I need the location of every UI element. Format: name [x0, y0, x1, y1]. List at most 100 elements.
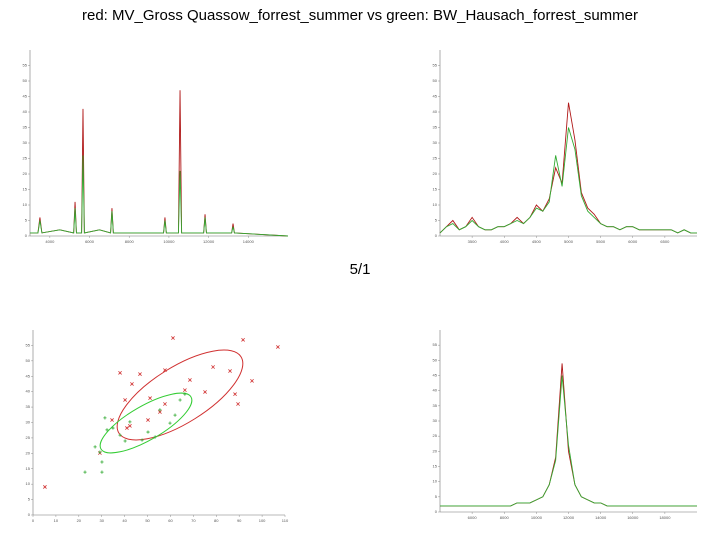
scatter-point [146, 418, 150, 422]
scatter-point [153, 435, 157, 439]
y-tick-label: 50 [23, 78, 28, 83]
y-tick-label: 5 [25, 218, 28, 223]
y-tick-label: 45 [26, 373, 31, 378]
y-tick-label: 5 [435, 218, 438, 223]
y-tick-label: 45 [23, 94, 28, 99]
y-tick-label: 25 [433, 433, 438, 438]
y-tick-label: 0 [28, 512, 31, 517]
y-tick-label: 20 [433, 448, 438, 453]
y-tick-label: 55 [23, 63, 28, 68]
scatter-point [83, 470, 87, 474]
y-tick-label: 35 [26, 404, 31, 409]
y-tick-label: 45 [433, 373, 438, 378]
x-tick-label: 14000 [595, 515, 607, 520]
scatter-point [163, 402, 167, 406]
x-tick-label: 6000 [85, 239, 95, 244]
scatter-point [128, 424, 132, 428]
y-tick-label: 20 [433, 171, 438, 176]
scatter-point [138, 372, 142, 376]
scatter-point [111, 426, 115, 430]
scatter-point [100, 470, 104, 474]
spectrum-line [30, 90, 289, 237]
scatter-point [183, 392, 187, 396]
scatter-point [93, 445, 97, 449]
x-tick-label: 4500 [532, 239, 542, 244]
scatter-point [123, 398, 127, 402]
y-tick-label: 20 [23, 171, 28, 176]
green-ellipse [99, 392, 193, 454]
scatter-point [203, 390, 207, 394]
scatter-point [173, 413, 177, 417]
red-ellipse [116, 349, 244, 441]
y-tick-label: 15 [23, 187, 28, 192]
spectrum-line [440, 363, 697, 507]
spectrum-line [30, 155, 289, 237]
x-tick-label: 0 [32, 518, 35, 523]
spectrum-line [439, 102, 697, 234]
y-tick-label: 35 [433, 403, 438, 408]
scatter-point [158, 408, 162, 412]
y-tick-label: 30 [433, 418, 438, 423]
y-tick-label: 55 [433, 63, 438, 68]
x-tick-label: 30 [100, 518, 105, 523]
scatter-point [125, 426, 129, 430]
scatter-point [250, 378, 254, 383]
scatter-point [123, 439, 127, 443]
y-tick-label: 0 [435, 509, 438, 514]
scatter-point [43, 485, 47, 489]
scatter-point [100, 460, 104, 464]
scatter-point [233, 392, 237, 397]
y-tick-label: 10 [433, 202, 438, 207]
slide-title: red: MV_Gross Quassow_forrest_summer vs … [82, 7, 638, 24]
x-tick-label: 12000 [203, 239, 215, 244]
y-tick-label: 45 [433, 94, 438, 99]
scatter-point [171, 336, 175, 340]
scatter-point [118, 370, 122, 375]
scatter-point [183, 388, 187, 393]
y-tick-label: 10 [433, 479, 438, 484]
y-tick-label: 30 [433, 140, 438, 145]
x-tick-label: 40 [122, 518, 127, 523]
y-tick-label: 15 [433, 187, 438, 192]
y-tick-label: 20 [26, 450, 31, 455]
x-tick-label: 8000 [500, 515, 510, 520]
scatter-point [168, 421, 172, 425]
y-tick-label: 35 [433, 125, 438, 130]
scatter-point [118, 433, 122, 437]
scatter-point [236, 402, 240, 406]
scatter-point [241, 337, 245, 342]
x-tick-label: 80 [214, 518, 219, 523]
y-tick-label: 40 [433, 388, 438, 393]
y-tick-label: 55 [26, 342, 31, 347]
spectrum-line [439, 127, 697, 234]
y-tick-label: 15 [433, 464, 438, 469]
scatter-point [140, 438, 144, 442]
x-tick-label: 50 [145, 518, 150, 523]
x-tick-label: 5500 [596, 239, 606, 244]
x-tick-label: 10 [54, 518, 59, 523]
x-tick-label: 3500 [468, 239, 478, 244]
y-tick-label: 50 [26, 358, 31, 363]
y-tick-label: 40 [433, 109, 438, 114]
scatter-point [178, 398, 182, 402]
scatter-point [276, 345, 280, 349]
scatter-point [228, 369, 232, 373]
y-tick-label: 40 [26, 389, 31, 394]
y-tick-label: 25 [26, 435, 31, 440]
x-tick-label: 6500 [660, 239, 670, 244]
y-tick-label: 0 [435, 233, 438, 238]
x-tick-label: 4000 [45, 239, 55, 244]
y-tick-label: 55 [433, 342, 438, 347]
x-tick-label: 110 [282, 518, 289, 523]
y-tick-label: 10 [23, 202, 28, 207]
x-tick-label: 10000 [163, 239, 175, 244]
y-tick-label: 5 [435, 494, 438, 499]
x-tick-label: 5000 [564, 239, 574, 244]
x-tick-label: 6000 [468, 515, 478, 520]
x-tick-label: 8000 [125, 239, 135, 244]
scatter-point [146, 430, 150, 434]
x-tick-label: 14000 [243, 239, 255, 244]
x-tick-label: 20 [77, 518, 82, 523]
x-tick-label: 70 [191, 518, 196, 523]
